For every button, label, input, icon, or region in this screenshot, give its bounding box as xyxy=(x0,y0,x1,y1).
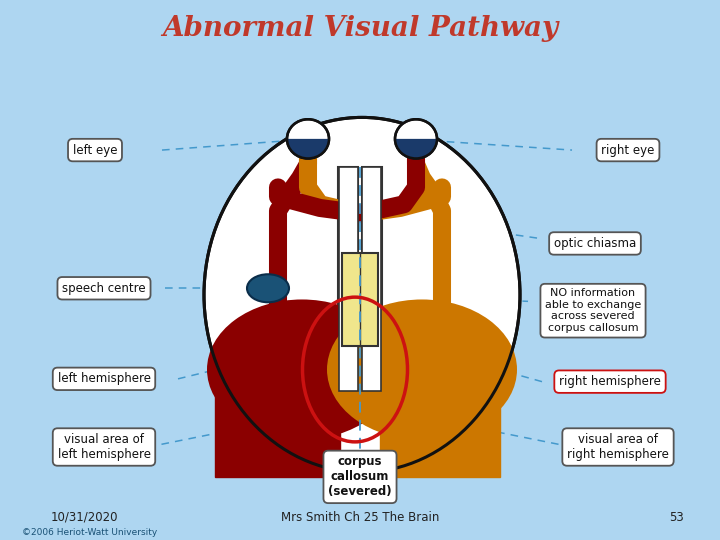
Text: Abnormal Visual Pathway: Abnormal Visual Pathway xyxy=(162,15,558,42)
Ellipse shape xyxy=(247,274,289,302)
Text: left eye: left eye xyxy=(73,144,117,157)
FancyBboxPatch shape xyxy=(362,167,382,391)
Text: left hemisphere: left hemisphere xyxy=(58,373,150,386)
Ellipse shape xyxy=(207,300,397,440)
Text: ©2006 Heriot-Watt University: ©2006 Heriot-Watt University xyxy=(22,529,157,537)
Text: right hemisphere: right hemisphere xyxy=(559,375,661,388)
FancyBboxPatch shape xyxy=(338,167,358,391)
FancyBboxPatch shape xyxy=(362,167,381,391)
Text: visual area of
left hemisphere: visual area of left hemisphere xyxy=(58,433,150,461)
Text: 10/31/2020: 10/31/2020 xyxy=(50,511,118,524)
Text: right eye: right eye xyxy=(601,144,654,157)
Text: 53: 53 xyxy=(670,511,684,524)
Polygon shape xyxy=(215,374,340,477)
Circle shape xyxy=(287,119,329,158)
Ellipse shape xyxy=(327,300,517,440)
Wedge shape xyxy=(395,139,437,158)
Ellipse shape xyxy=(204,117,520,472)
Text: corpus
callosum
(severed): corpus callosum (severed) xyxy=(328,455,392,498)
Circle shape xyxy=(395,119,437,158)
Text: NO information
able to exchange
across severed
corpus callosum: NO information able to exchange across s… xyxy=(545,288,641,333)
FancyBboxPatch shape xyxy=(342,253,378,346)
FancyBboxPatch shape xyxy=(339,167,358,391)
Text: speech centre: speech centre xyxy=(62,282,146,295)
Wedge shape xyxy=(287,139,329,158)
Text: optic chiasma: optic chiasma xyxy=(554,237,636,250)
Text: visual area of
right hemisphere: visual area of right hemisphere xyxy=(567,433,669,461)
Text: Mrs Smith Ch 25 The Brain: Mrs Smith Ch 25 The Brain xyxy=(281,511,439,524)
Circle shape xyxy=(408,347,432,369)
Polygon shape xyxy=(380,374,500,477)
Circle shape xyxy=(288,347,312,369)
